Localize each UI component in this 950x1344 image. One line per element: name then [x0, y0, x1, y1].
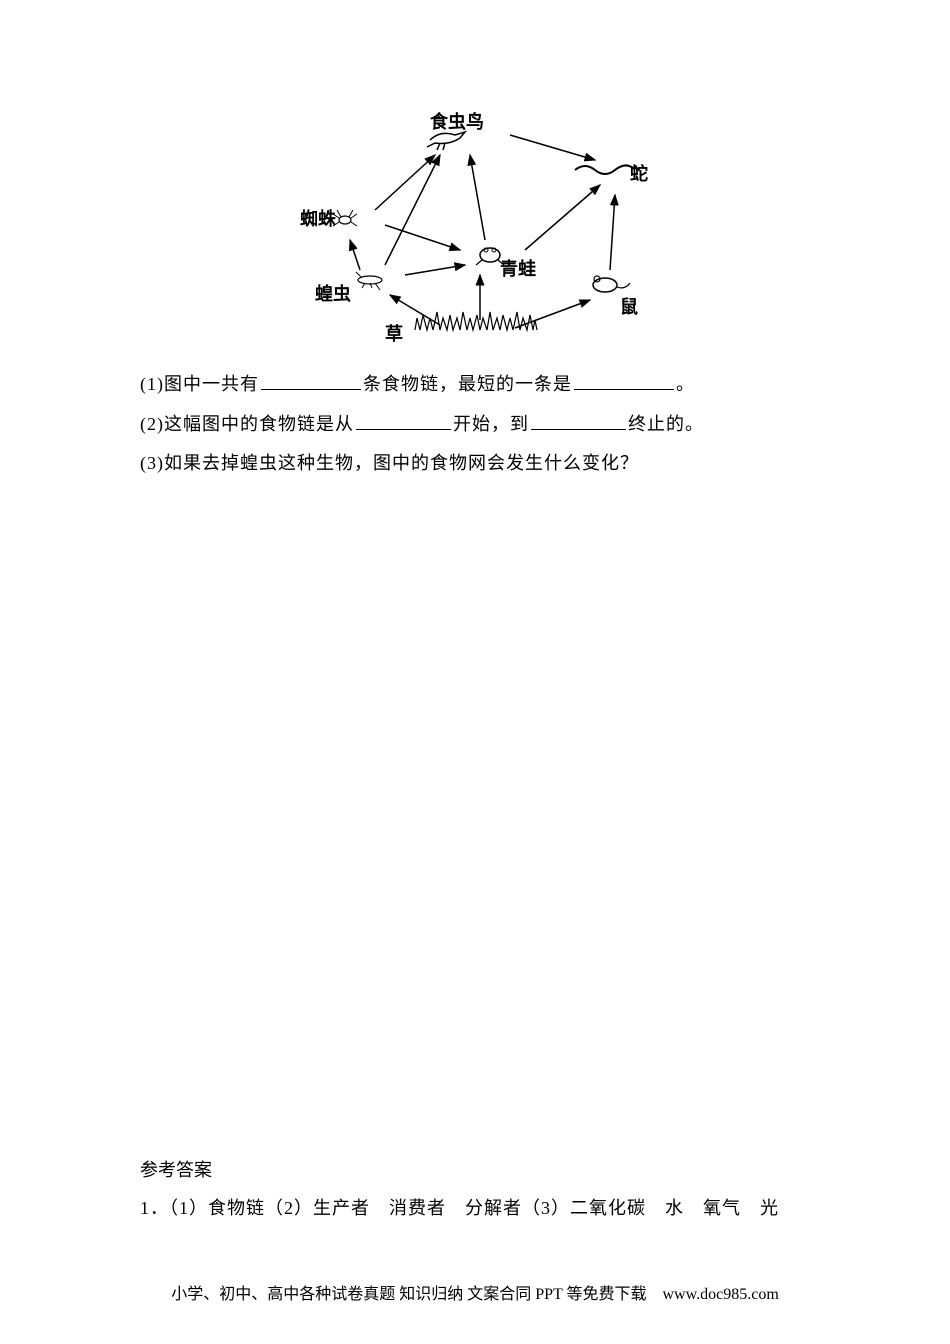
q2-blank-2: [531, 412, 626, 430]
label-bird: 食虫鸟: [430, 108, 484, 134]
q3-text: (3)如果去掉蝗虫这种生物，图中的食物网会发生什么变化？: [140, 453, 639, 473]
q2-text-3: 终止的。: [628, 414, 704, 434]
q2-blank-1: [356, 412, 451, 430]
q1-blank-1: [261, 372, 361, 390]
question-3: (3)如果去掉蝗虫这种生物，图中的食物网会发生什么变化？: [140, 444, 810, 484]
label-grass: 草: [385, 320, 403, 346]
content-area: 食虫鸟 蛇 蜘蛛 青蛙 蝗虫 鼠 草 (1)图中一共有条食物链，最短的一条是。 …: [0, 0, 950, 484]
q1-text-1: (1)图中一共有: [140, 374, 259, 394]
label-snake: 蛇: [630, 160, 648, 186]
answer-line-1: 1．（1）食物链（2）生产者 消费者 分解者（3）二氧化碳 水 氧气 光: [140, 1192, 810, 1224]
question-1: (1)图中一共有 条食物链，最短的一条是 。: [140, 365, 810, 405]
question-2: (2)这幅图中的食物链是从 开始，到 终止的。: [140, 405, 810, 445]
q1-end: 。: [676, 374, 695, 394]
label-mouse: 鼠: [620, 293, 638, 319]
diagram-container: 食虫鸟 蛇 蜘蛛 青蛙 蝗虫 鼠 草: [140, 100, 810, 350]
footer-text: 小学、初中、高中各种试卷真题 知识归纳 文案合同 PPT 等免费下载: [171, 1286, 662, 1303]
q2-text-2: 开始，到: [453, 414, 529, 434]
label-frog: 青蛙: [500, 255, 536, 281]
answer-section: 参考答案 1．（1）食物链（2）生产者 消费者 分解者（3）二氧化碳 水 氧气 …: [140, 1156, 810, 1224]
label-locust: 蝗虫: [315, 280, 351, 306]
q2-text-1: (2)这幅图中的食物链是从: [140, 414, 354, 434]
label-spider: 蜘蛛: [300, 205, 336, 231]
q1-text-2: 条食物链，最短的一条是: [363, 374, 572, 394]
answer-title: 参考答案: [140, 1156, 810, 1182]
diagram-arrows: [285, 100, 665, 350]
food-web-diagram: 食虫鸟 蛇 蜘蛛 青蛙 蝗虫 鼠 草: [285, 100, 665, 350]
q1-blank-2: [574, 372, 674, 390]
footer: 小学、初中、高中各种试卷真题 知识归纳 文案合同 PPT 等免费下载 www.d…: [0, 1280, 950, 1304]
footer-url: www.doc985.com: [663, 1286, 779, 1303]
